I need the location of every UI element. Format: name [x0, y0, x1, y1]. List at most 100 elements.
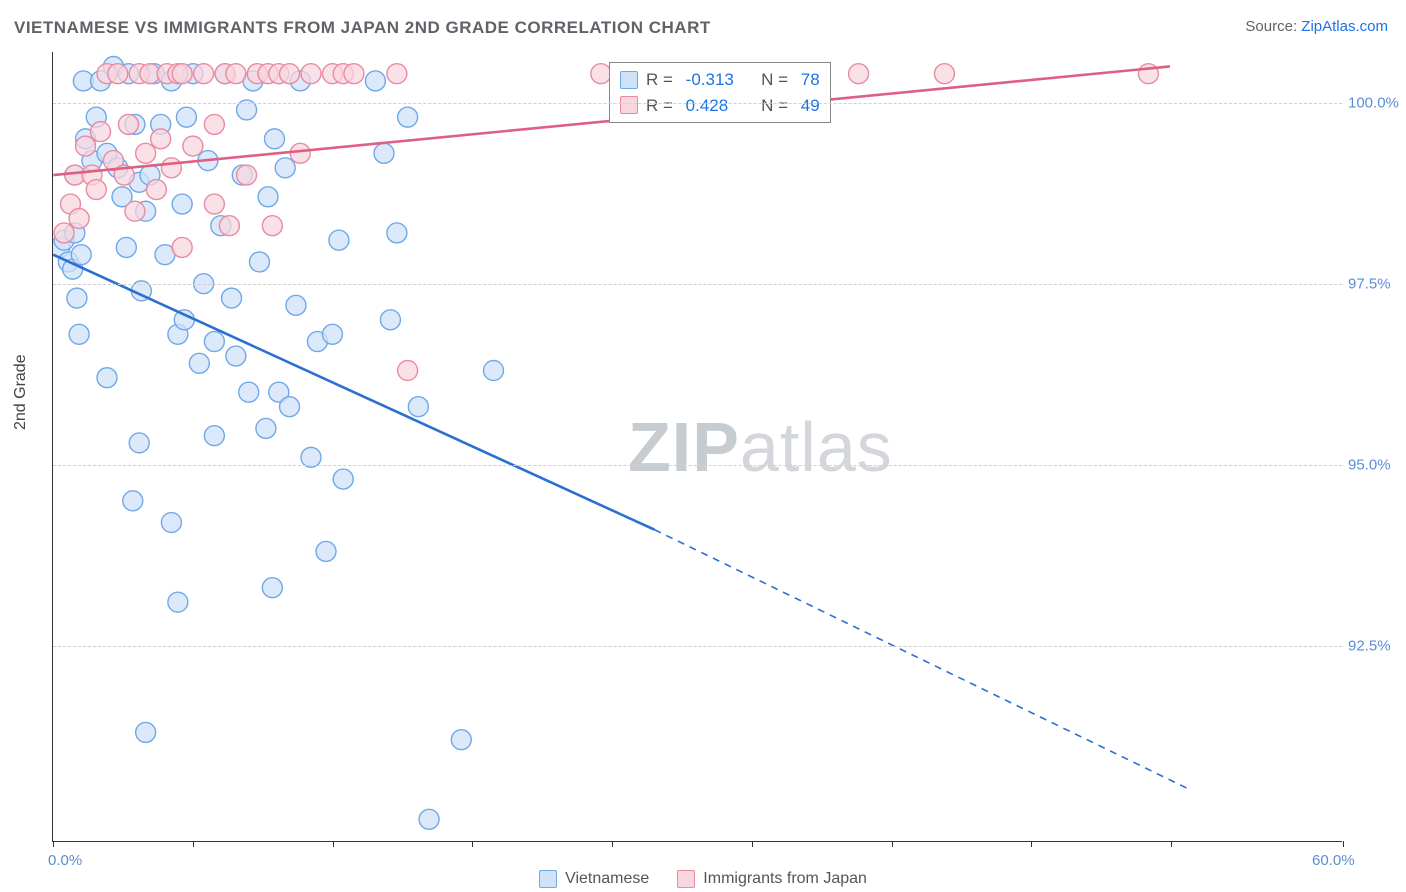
data-point: [129, 172, 149, 192]
legend-swatch: [677, 870, 695, 888]
data-point: [146, 180, 166, 200]
data-point: [322, 64, 342, 84]
stats-r-label: R =: [646, 67, 678, 93]
source-link[interactable]: ZipAtlas.com: [1301, 18, 1388, 35]
legend-swatch: [539, 870, 557, 888]
y-tick-label: 100.0%: [1348, 94, 1404, 111]
data-point: [204, 194, 224, 214]
data-point: [168, 324, 188, 344]
legend-item-japan: Immigrants from Japan: [677, 870, 867, 888]
gridline: [53, 284, 1342, 285]
data-point: [219, 216, 239, 236]
stats-r-value: -0.313: [686, 67, 744, 93]
data-point: [144, 64, 164, 84]
data-point: [63, 259, 83, 279]
stats-n-label: N =: [752, 67, 793, 93]
data-point: [157, 64, 177, 84]
data-point: [168, 592, 188, 612]
plot-area: ZIPatlas R = -0.313 N = 78R = 0.428 N = …: [52, 52, 1342, 842]
data-point: [67, 288, 87, 308]
data-point: [222, 288, 242, 308]
data-point: [256, 418, 276, 438]
data-point: [112, 187, 132, 207]
data-point: [97, 143, 117, 163]
data-point: [108, 158, 128, 178]
data-point: [211, 216, 231, 236]
data-point: [275, 158, 295, 178]
x-tick-label-max: 60.0%: [1312, 852, 1355, 869]
data-point: [226, 64, 246, 84]
legend-label: Vietnamese: [565, 870, 649, 888]
data-point: [58, 252, 78, 272]
data-point: [69, 324, 89, 344]
data-point: [125, 114, 145, 134]
data-point: [398, 361, 418, 381]
y-axis-label: 2nd Grade: [12, 354, 30, 430]
x-tick: [53, 841, 54, 847]
data-point: [65, 165, 85, 185]
data-point: [103, 56, 123, 76]
data-point: [232, 165, 252, 185]
stats-legend-box: R = -0.313 N = 78R = 0.428 N = 49: [609, 62, 831, 123]
stats-r-value: 0.428: [686, 93, 744, 119]
data-point: [151, 114, 171, 134]
data-point: [65, 165, 85, 185]
data-point: [198, 151, 218, 171]
data-point: [103, 151, 123, 171]
data-point: [374, 143, 394, 163]
data-point: [129, 433, 149, 453]
data-point: [307, 332, 327, 352]
data-point: [118, 64, 138, 84]
data-point: [125, 201, 145, 221]
x-tick: [892, 841, 893, 847]
source-prefix: Source:: [1245, 18, 1301, 35]
data-point: [155, 245, 175, 265]
data-point: [168, 64, 188, 84]
data-point: [140, 165, 160, 185]
data-point: [176, 107, 196, 127]
chart-title: VIETNAMESE VS IMMIGRANTS FROM JAPAN 2ND …: [14, 18, 711, 38]
data-point: [86, 107, 106, 127]
data-point: [408, 397, 428, 417]
data-point: [247, 64, 267, 84]
data-point: [54, 230, 74, 250]
x-tick-label-min: 0.0%: [48, 852, 82, 869]
data-point: [290, 71, 310, 91]
data-point: [398, 107, 418, 127]
x-tick: [612, 841, 613, 847]
stats-row: R = 0.428 N = 49: [620, 93, 820, 119]
data-point: [136, 143, 156, 163]
data-point: [329, 230, 349, 250]
stats-r-label: R =: [646, 93, 678, 119]
data-point: [123, 491, 143, 511]
stats-n-label: N =: [752, 93, 793, 119]
y-tick-label: 95.0%: [1348, 457, 1404, 474]
data-point: [258, 64, 278, 84]
x-tick: [752, 841, 753, 847]
data-point: [204, 426, 224, 446]
data-point: [65, 223, 85, 243]
data-point: [204, 332, 224, 352]
data-point: [172, 194, 192, 214]
chart-svg: [53, 52, 1342, 841]
source-attribution: Source: ZipAtlas.com: [1245, 18, 1388, 35]
chart-container: VIETNAMESE VS IMMIGRANTS FROM JAPAN 2ND …: [0, 0, 1406, 892]
data-point: [243, 71, 263, 91]
data-point: [451, 730, 471, 750]
regression-line-dashed: [655, 530, 1192, 791]
data-point: [174, 310, 194, 330]
data-point: [172, 64, 192, 84]
data-point: [76, 136, 96, 156]
data-point: [333, 64, 353, 84]
data-point: [82, 165, 102, 185]
data-point: [161, 513, 181, 533]
regression-line: [53, 255, 654, 530]
data-point: [86, 180, 106, 200]
data-point: [286, 295, 306, 315]
data-point: [269, 382, 289, 402]
data-point: [151, 129, 171, 149]
data-point: [215, 64, 235, 84]
data-point: [76, 129, 96, 149]
legend-item-vietnamese: Vietnamese: [539, 870, 649, 888]
stats-row: R = -0.313 N = 78: [620, 67, 820, 93]
